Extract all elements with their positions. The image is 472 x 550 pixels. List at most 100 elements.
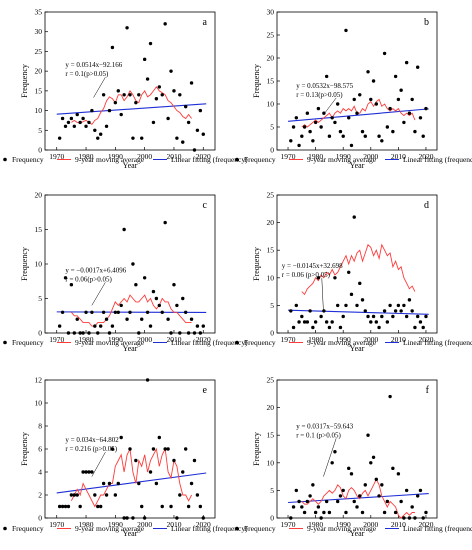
- fit-equation: y = 0.034x−64.802: [65, 436, 119, 444]
- data-point: [413, 325, 417, 330]
- data-point: [72, 331, 77, 335]
- data-point: [330, 116, 334, 120]
- data-point: [134, 283, 138, 287]
- data-point: [160, 504, 164, 509]
- moving-average-line: [301, 478, 415, 519]
- data-point: [157, 435, 162, 440]
- data-point: [198, 331, 203, 335]
- x-tick-label: 1980: [79, 335, 94, 344]
- panel-b: 1970 1980 1990 2000 2010 2020 0 5 10 15 20 25 30 Year…: [235, 8, 472, 170]
- x-tick-label: 2010: [166, 520, 181, 529]
- data-point: [72, 124, 77, 129]
- data-point: [169, 69, 173, 73]
- x-axis-label: Year: [350, 529, 365, 538]
- annotation-leader: [324, 97, 337, 113]
- data-point: [116, 310, 120, 314]
- x-tick-label: 2020: [418, 520, 433, 529]
- data-point: [140, 317, 144, 321]
- data-point: [313, 510, 318, 515]
- data-point: [81, 116, 85, 121]
- data-point: [189, 317, 194, 321]
- y-tick-label: 5: [270, 486, 274, 495]
- data-point: [327, 510, 332, 515]
- data-point: [402, 120, 406, 125]
- data-point: [113, 493, 118, 497]
- data-point: [113, 310, 118, 314]
- data-point: [195, 128, 200, 132]
- moving-average-line: [301, 243, 416, 296]
- data-point: [181, 296, 185, 301]
- data-point: [385, 499, 390, 504]
- data-point: [324, 320, 329, 324]
- data-point: [198, 108, 203, 113]
- data-point: [294, 488, 299, 493]
- data-point: [385, 125, 390, 129]
- data-point: [327, 325, 332, 330]
- x-tick-label: 2000: [137, 520, 152, 529]
- y-tick-label: 25: [267, 31, 275, 40]
- data-point: [172, 283, 176, 287]
- fit-equation: y = 0.0317x−59.643: [296, 422, 353, 430]
- data-point: [322, 309, 326, 313]
- data-point: [313, 320, 318, 324]
- data-point: [181, 470, 185, 474]
- data-point: [160, 310, 164, 314]
- data-point: [341, 488, 345, 493]
- data-point: [131, 516, 135, 520]
- y-tick-label: 25: [267, 376, 275, 385]
- data-point: [137, 481, 141, 486]
- panel-e: 1970 1980 1990 2000 2010 2020 0 2 4 6 8 10 12 Year Fre…: [3, 376, 248, 538]
- data-point: [57, 136, 62, 140]
- data-point: [90, 108, 94, 113]
- data-point: [305, 499, 310, 504]
- data-point: [341, 134, 345, 138]
- x-tick-label: 2010: [166, 335, 181, 344]
- data-point: [355, 111, 359, 115]
- data-point: [297, 499, 301, 504]
- data-point: [113, 100, 118, 105]
- data-point: [371, 79, 376, 83]
- data-point: [316, 276, 321, 280]
- x-axis-label: Year: [123, 529, 138, 538]
- data-point: [60, 504, 65, 509]
- data-point: [393, 309, 398, 313]
- data-point: [104, 317, 109, 321]
- data-point: [404, 60, 409, 65]
- data-point: [107, 108, 112, 113]
- data-point: [96, 136, 100, 140]
- x-tick-label: 2010: [391, 335, 406, 344]
- data-point: [145, 77, 150, 81]
- x-tick-label: 1970: [281, 520, 296, 529]
- data-point: [355, 505, 359, 509]
- linear-fit-line: [287, 493, 429, 504]
- data-point: [78, 120, 82, 125]
- data-point: [78, 331, 82, 335]
- legend-label-frequency: Frequency: [244, 338, 276, 347]
- data-point: [338, 494, 343, 498]
- data-point: [338, 129, 343, 134]
- linear-fit-line: [287, 108, 429, 122]
- data-point: [369, 461, 373, 465]
- data-point: [297, 143, 301, 148]
- data-point: [358, 281, 362, 286]
- data-point: [324, 499, 329, 504]
- data-point: [413, 129, 417, 134]
- data-point: [110, 324, 115, 328]
- x-tick-label: 1990: [108, 152, 123, 161]
- data-point: [388, 106, 392, 111]
- data-point: [352, 215, 356, 219]
- data-point: [396, 472, 401, 476]
- x-tick-label: 2000: [137, 152, 152, 161]
- fit-correlation: r = 0.216 (p>0.05): [65, 445, 117, 453]
- panel-d: 1970 1980 1990 2000 2010 2020 0 5 10 15 20 25 Year Fr…: [235, 191, 472, 353]
- data-point: [128, 447, 132, 451]
- y-tick-label: 10: [267, 100, 275, 109]
- legend-label-moving-average: 9-year moving average: [307, 155, 377, 164]
- y-axis-label: Frequency: [252, 64, 261, 98]
- data-point: [87, 120, 91, 125]
- data-point: [175, 136, 179, 140]
- data-point: [407, 298, 412, 302]
- data-point: [166, 447, 170, 451]
- data-point: [341, 314, 345, 319]
- data-point: [178, 93, 182, 97]
